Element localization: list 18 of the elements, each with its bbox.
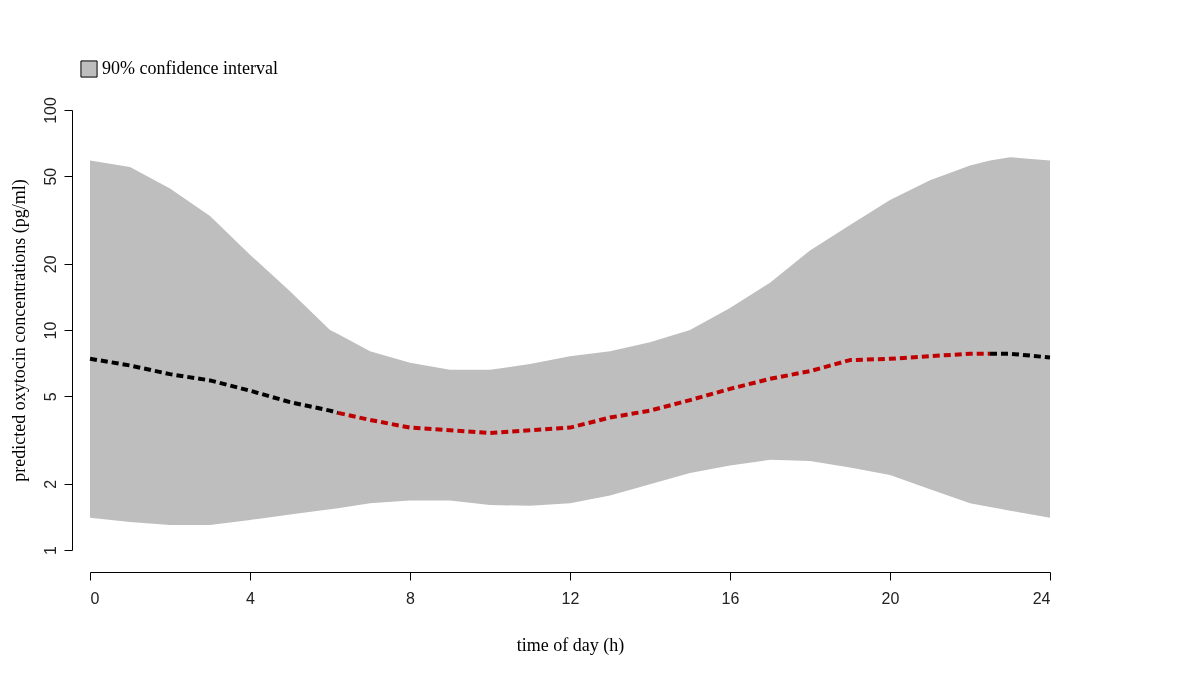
y-tick-label: 100 [41,97,59,124]
y-axis-title: predicted oxytocin concentrations (pg/ml) [8,179,30,482]
y-tick-label: 2 [41,479,59,489]
x-tick-label: 16 [721,589,740,607]
x-axis-title: time of day (h) [516,634,625,656]
y-tick-label: 5 [41,392,59,402]
legend-label: 90% confidence interval [102,58,278,78]
y-tick-label: 1 [41,545,59,555]
x-tick-label: 4 [246,589,256,607]
x-tick-label: 20 [881,589,900,607]
y-tick-label: 10 [41,321,59,340]
y-tick-label: 50 [41,167,59,186]
x-tick-label: 0 [90,589,100,607]
line-series [336,351,992,436]
x-tick-label: 24 [1032,589,1051,607]
y-tick-label: 20 [41,255,59,274]
x-tick-label: 8 [406,589,416,607]
x-tick-label: 12 [561,589,580,607]
